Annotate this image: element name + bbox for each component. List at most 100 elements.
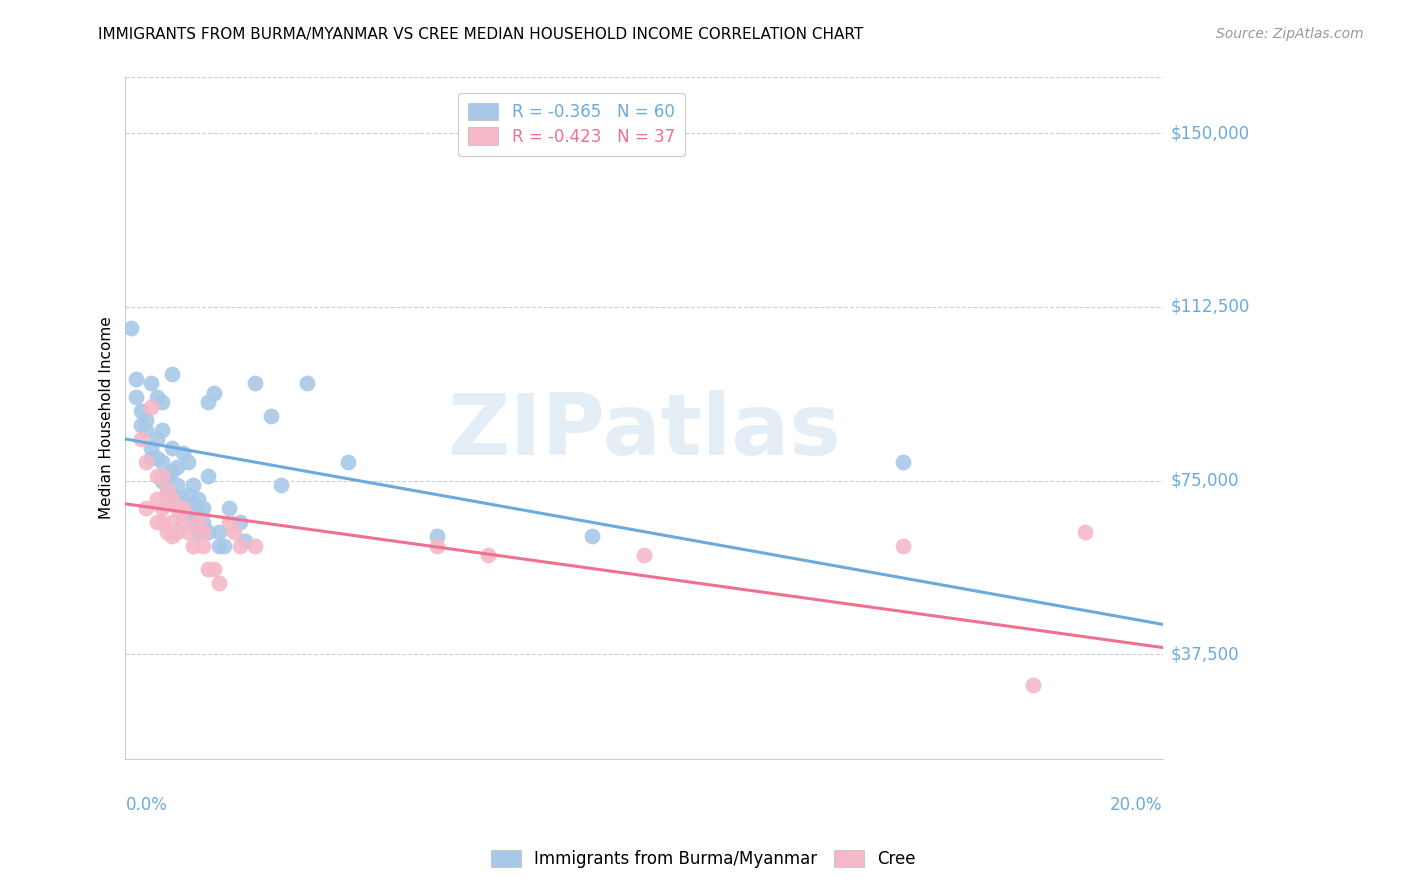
Point [177,501,200,516]
Point [135,413,157,427]
Point [193,524,215,539]
Point [141,376,163,391]
Point [212,539,235,553]
Point [187,506,209,520]
Point [150,516,173,530]
Legend: R = -0.365   N = 60, R = -0.423   N = 37: R = -0.365 N = 60, R = -0.423 N = 37 [458,93,685,155]
Point [295,376,318,391]
Point [156,483,179,497]
Point [218,501,240,516]
Point [337,455,360,469]
Point [141,400,163,414]
Point [172,501,194,516]
Point [177,455,200,469]
Point [160,516,183,530]
Point [145,432,167,446]
Point [156,469,179,483]
Point [150,455,173,469]
Point [228,539,250,553]
Point [141,442,163,456]
Point [224,524,246,539]
Point [166,492,188,507]
Point [197,524,219,539]
Point [166,478,188,492]
Text: $150,000: $150,000 [1171,124,1250,142]
Point [135,423,157,437]
Point [193,501,215,516]
Point [120,320,142,334]
Point [208,539,231,553]
Point [893,455,915,469]
Point [150,501,173,516]
Point [172,492,194,507]
Point [135,501,157,516]
Point [156,497,179,511]
Point [426,529,449,543]
Point [202,385,225,400]
Text: $112,500: $112,500 [1171,298,1250,316]
Point [426,539,449,553]
Point [181,497,204,511]
Y-axis label: Median Household Income: Median Household Income [100,317,114,519]
Point [187,492,209,507]
Point [172,516,194,530]
Point [197,562,219,576]
Point [129,432,152,446]
Point [166,501,188,516]
Point [1022,678,1045,692]
Point [166,524,188,539]
Point [172,446,194,460]
Point [243,539,266,553]
Point [125,372,148,386]
Point [197,395,219,409]
Point [150,395,173,409]
Point [181,539,204,553]
Point [1074,524,1097,539]
Point [160,487,183,501]
Point [187,516,209,530]
Point [145,469,167,483]
Point [581,529,603,543]
Point [193,539,215,553]
Point [125,390,148,404]
Point [228,516,250,530]
Point [145,450,167,465]
Text: $37,500: $37,500 [1171,646,1240,664]
Point [197,469,219,483]
Text: Source: ZipAtlas.com: Source: ZipAtlas.com [1216,27,1364,41]
Point [145,492,167,507]
Point [150,474,173,488]
Point [187,524,209,539]
Text: ZIPatlas: ZIPatlas [447,390,841,474]
Point [208,524,231,539]
Point [893,539,915,553]
Point [156,524,179,539]
Point [160,442,183,456]
Point [129,418,152,433]
Point [243,376,266,391]
Point [172,501,194,516]
Text: IMMIGRANTS FROM BURMA/MYANMAR VS CREE MEDIAN HOUSEHOLD INCOME CORRELATION CHART: IMMIGRANTS FROM BURMA/MYANMAR VS CREE ME… [98,27,863,42]
Point [202,562,225,576]
Point [177,524,200,539]
Point [233,533,256,548]
Text: $75,000: $75,000 [1171,472,1240,490]
Point [150,469,173,483]
Legend: Immigrants from Burma/Myanmar, Cree: Immigrants from Burma/Myanmar, Cree [484,843,922,875]
Point [160,529,183,543]
Point [156,487,179,501]
Point [145,516,167,530]
Point [145,390,167,404]
Point [218,516,240,530]
Point [129,404,152,418]
Point [270,478,292,492]
Point [260,409,283,423]
Point [141,450,163,465]
Point [477,548,499,562]
Point [177,487,200,501]
Point [160,367,183,381]
Point [160,492,183,507]
Text: 0.0%: 0.0% [125,797,167,814]
Point [193,516,215,530]
Point [150,423,173,437]
